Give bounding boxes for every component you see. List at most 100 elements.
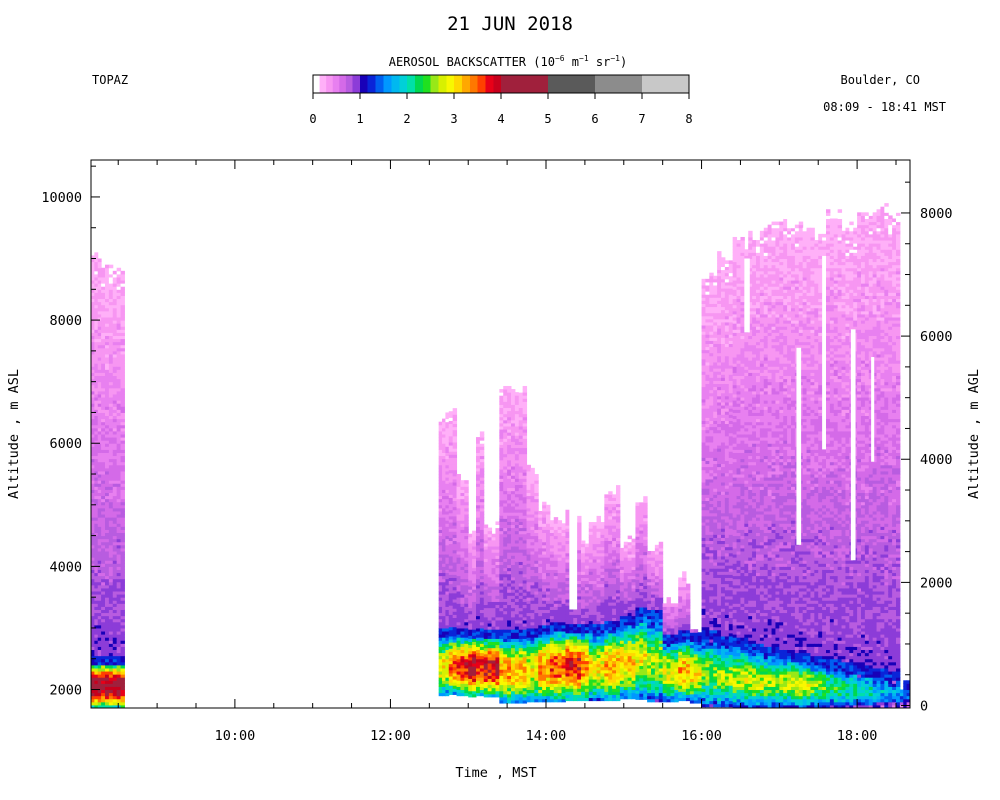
- backscatter-cell: [534, 507, 539, 512]
- backscatter-cell: [101, 384, 106, 389]
- backscatter-cell: [600, 691, 605, 695]
- backscatter-cell: [584, 611, 590, 615]
- backscatter-cell: [108, 443, 114, 447]
- backscatter-cell: [94, 378, 99, 383]
- backscatter-cell: [442, 655, 446, 660]
- backscatter-cell: [94, 489, 99, 493]
- backscatter-cell: [518, 663, 524, 667]
- backscatter-cell: [445, 634, 450, 638]
- backscatter-cell: [581, 574, 586, 578]
- backscatter-cell: [507, 413, 512, 418]
- backscatter-cell: [518, 659, 524, 664]
- backscatter-cell: [120, 671, 125, 675]
- backscatter-cell: [445, 618, 450, 623]
- backscatter-cell: [546, 572, 551, 577]
- backscatter-cell: [112, 692, 118, 697]
- backscatter-cell: [487, 619, 493, 624]
- backscatter-cell: [499, 389, 504, 393]
- backscatter-cell: [538, 544, 543, 549]
- backscatter-cell: [105, 430, 110, 435]
- backscatter-cell: [120, 464, 125, 469]
- backscatter-cell: [507, 450, 512, 455]
- backscatter-cell: [445, 535, 450, 540]
- backscatter-cell: [577, 515, 582, 520]
- backscatter-cell: [112, 575, 118, 580]
- backscatter-cell: [588, 580, 594, 585]
- backscatter-cell: [112, 326, 118, 330]
- backscatter-cell: [530, 510, 535, 515]
- backscatter-cell: [619, 566, 625, 570]
- backscatter-cell: [472, 549, 477, 553]
- backscatter-cell: [577, 592, 582, 597]
- backscatter-cell: [91, 514, 95, 518]
- backscatter-cell: [623, 594, 629, 598]
- backscatter-cell: [112, 680, 118, 684]
- backscatter-cell: [565, 568, 570, 572]
- backscatter-cell: [514, 438, 520, 442]
- backscatter-cell: [438, 677, 443, 681]
- backscatter-cell: [112, 353, 118, 358]
- backscatter-cell: [507, 632, 512, 636]
- backscatter-cell: [452, 497, 458, 501]
- backscatter-cell: [631, 624, 636, 629]
- backscatter-cell: [116, 406, 122, 410]
- backscatter-cell: [538, 664, 543, 669]
- backscatter-cell: [472, 672, 477, 676]
- backscatter-cell: [112, 704, 118, 709]
- backscatter-cell: [511, 647, 516, 652]
- backscatter-cell: [91, 387, 95, 392]
- backscatter-cell: [518, 472, 524, 476]
- backscatter-cell: [514, 552, 520, 556]
- backscatter-cell: [108, 652, 114, 657]
- backscatter-cell: [600, 589, 605, 594]
- backscatter-cell: [507, 659, 512, 664]
- backscatter-cell: [608, 654, 613, 659]
- backscatter-cell: [479, 501, 485, 506]
- backscatter-cell: [479, 498, 485, 503]
- backscatter-cell: [108, 338, 114, 343]
- backscatter-cell: [108, 357, 114, 361]
- backscatter-cell: [94, 258, 99, 263]
- backscatter-cell: [534, 606, 539, 610]
- backscatter-cell: [495, 576, 500, 581]
- backscatter-cell: [460, 526, 465, 530]
- backscatter-cell: [604, 685, 609, 689]
- backscatter-cell: [530, 517, 535, 521]
- backscatter-cell: [557, 572, 563, 577]
- backscatter-cell: [120, 295, 125, 300]
- backscatter-cell: [627, 631, 633, 635]
- backscatter-cell: [538, 624, 543, 629]
- backscatter-cell: [604, 546, 609, 551]
- backscatter-cell: [588, 645, 594, 649]
- backscatter-cell: [596, 552, 601, 557]
- backscatter-cell: [472, 675, 477, 679]
- backscatter-cell: [619, 581, 625, 586]
- backscatter-cell: [604, 537, 609, 542]
- backscatter-cell: [120, 461, 125, 466]
- backscatter-cell: [112, 350, 118, 355]
- backscatter-cell: [108, 310, 114, 315]
- backscatter-cell: [112, 390, 118, 395]
- backscatter-cell: [604, 565, 609, 569]
- backscatter-cell: [468, 681, 473, 686]
- backscatter-cell: [476, 643, 481, 647]
- backscatter-cell: [91, 304, 95, 309]
- backscatter-cell: [608, 491, 613, 495]
- backscatter-cell: [112, 624, 118, 629]
- backscatter-cell: [101, 680, 106, 684]
- backscatter-cell: [530, 566, 535, 570]
- backscatter-cell: [438, 683, 443, 687]
- backscatter-cell: [108, 520, 114, 524]
- backscatter-cell: [581, 675, 586, 680]
- backscatter-cell: [94, 501, 99, 506]
- backscatter-cell: [491, 629, 496, 633]
- backscatter-cell: [120, 313, 125, 318]
- backscatter-cell: [553, 591, 559, 595]
- backscatter-cell: [612, 522, 617, 526]
- backscatter-cell: [456, 517, 461, 521]
- backscatter-cell: [503, 512, 508, 516]
- backscatter-cell: [108, 332, 114, 336]
- backscatter-cell: [553, 658, 559, 663]
- backscatter-cell: [526, 609, 531, 614]
- backscatter-cell: [538, 572, 543, 577]
